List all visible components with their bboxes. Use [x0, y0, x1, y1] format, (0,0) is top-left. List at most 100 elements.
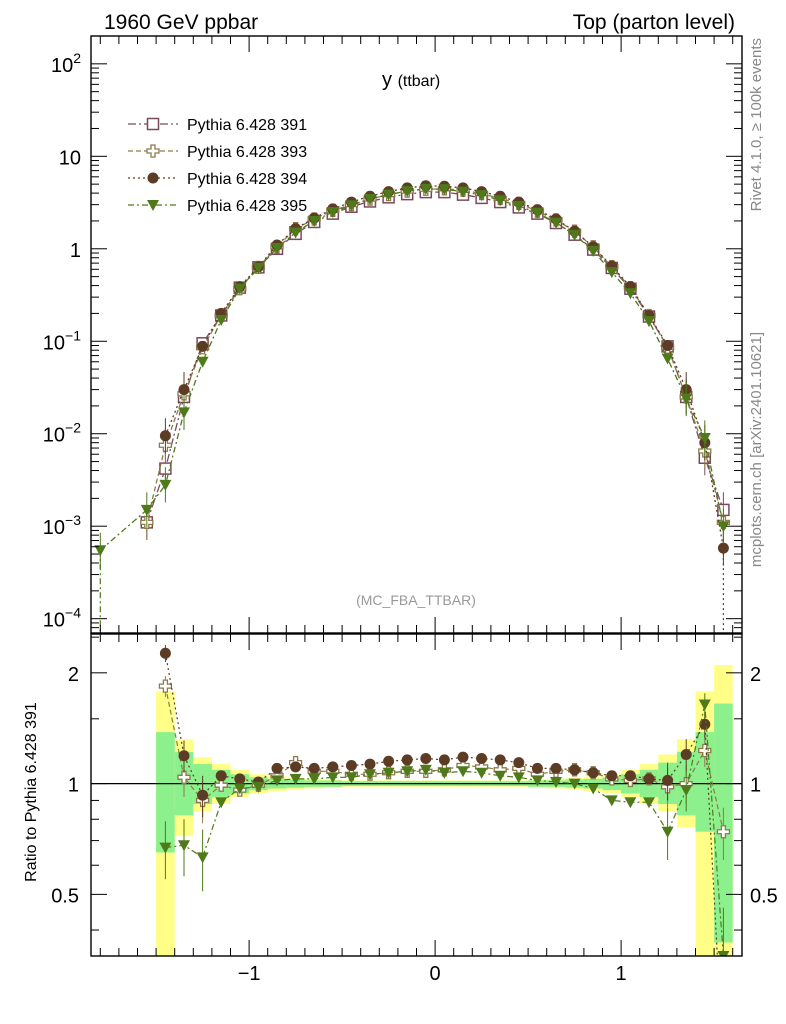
filled-circle-marker — [699, 718, 711, 730]
y-tick-label: 10−4 — [43, 605, 81, 632]
triangle-marker — [512, 772, 525, 784]
y-tick-label: 1 — [70, 240, 81, 262]
x-tick-label: 1 — [616, 963, 627, 985]
filled-circle-marker — [178, 750, 190, 762]
triangle-marker — [494, 195, 507, 207]
triangle-marker — [624, 797, 637, 809]
triangle-marker — [178, 407, 190, 419]
triangle-marker — [587, 245, 600, 257]
filled-circle-marker — [457, 751, 469, 763]
filled-circle-marker — [401, 754, 413, 766]
filled-circle-marker — [680, 748, 692, 760]
filled-circle-marker — [550, 762, 562, 774]
legend-label: Pythia 6.428 394 — [187, 171, 307, 188]
triangle-marker — [643, 316, 655, 328]
legend-item: Pythia 6.428 395 — [128, 198, 307, 215]
filled-circle-marker — [159, 647, 171, 659]
filled-circle-marker — [290, 761, 302, 773]
triangle-marker — [364, 769, 376, 781]
triangle-marker — [680, 393, 693, 405]
filled-circle-marker — [624, 770, 636, 782]
triangle-marker — [401, 766, 414, 778]
open-cross-marker — [698, 743, 712, 758]
triangle-marker — [215, 797, 228, 809]
triangle-marker — [643, 797, 655, 809]
filled-circle-marker — [569, 764, 581, 776]
ratio-y-tick-label: 0.5 — [51, 885, 79, 907]
triangle-marker — [531, 207, 544, 219]
triangle-marker — [438, 184, 451, 196]
triangle-marker — [661, 353, 674, 365]
open-cross-marker — [716, 825, 731, 839]
triangle-marker — [252, 262, 265, 274]
triangle-marker — [550, 777, 562, 789]
triangle-marker — [147, 200, 159, 211]
legend-label: Pythia 6.428 395 — [187, 198, 307, 215]
filled-circle-marker — [364, 758, 376, 770]
ratio-y-tick-label: 0.5 — [750, 885, 778, 907]
legend-item: Pythia 6.428 391 — [128, 117, 307, 134]
main-panel: 10−4 10−3 10−2 10−1 1 10 102 y (ttbar) (MC_FBA… — [43, 35, 743, 634]
y-tick-label: 102 — [51, 50, 81, 77]
open-square-marker — [146, 117, 160, 131]
triangle-marker — [308, 215, 321, 227]
triangle-marker — [494, 770, 507, 782]
triangle-marker — [233, 283, 246, 295]
filled-circle-marker — [587, 767, 599, 779]
triangle-marker — [289, 773, 302, 785]
legend-label: Pythia 6.428 393 — [187, 144, 307, 161]
filled-circle-marker — [197, 340, 209, 352]
ratio-y-tick-label: 2 — [68, 664, 79, 686]
triangle-marker — [215, 314, 228, 326]
filled-circle-marker — [327, 761, 339, 773]
header-left-label: 1960 GeV ppbar — [104, 11, 258, 34]
triangle-marker — [196, 852, 209, 864]
triangle-marker — [419, 764, 432, 776]
triangle-marker — [159, 479, 172, 491]
ratio-series-3 — [159, 645, 718, 956]
triangle-marker — [568, 229, 581, 241]
ratio-ylabel: Ratio to Pythia 6.428 391 — [23, 702, 40, 882]
triangle-marker — [698, 432, 711, 444]
triangle-marker — [364, 194, 376, 206]
triangle-marker — [661, 826, 674, 838]
ratio-panel: 0.5 0.5 1 1 2 2 −1 0 1 Ratio to Pythia 6.428 391 — [23, 633, 778, 985]
filled-circle-marker — [197, 789, 209, 801]
ratio-series-4 — [159, 693, 730, 956]
triangle-marker — [271, 242, 283, 254]
triangle-marker — [605, 795, 618, 807]
filled-circle-marker — [159, 430, 171, 442]
legend-item: Pythia 6.428 393 — [128, 144, 307, 161]
triangle-marker — [680, 785, 693, 797]
plot-title-main: y — [382, 69, 392, 91]
y-tick-label: 10−1 — [43, 327, 81, 354]
triangle-marker — [401, 186, 414, 198]
triangle-marker — [698, 699, 711, 711]
legend-label: Pythia 6.428 391 — [187, 117, 307, 134]
watermark: (MC_FBA_TTBAR) — [356, 592, 476, 608]
x-tick-label: −1 — [238, 963, 261, 985]
y-tick-label: 10−2 — [43, 420, 81, 447]
filled-circle-marker — [643, 773, 655, 785]
filled-circle-marker — [308, 762, 320, 774]
triangle-marker — [550, 217, 562, 229]
triangle-marker — [345, 772, 358, 784]
legend-item: Pythia 6.428 394 — [128, 171, 307, 188]
filled-circle-marker — [234, 773, 246, 785]
series-4 — [94, 183, 730, 568]
filled-circle-marker — [662, 774, 674, 786]
filled-circle-marker — [476, 753, 488, 765]
triangle-marker — [140, 504, 153, 516]
series-2 — [140, 182, 731, 540]
filled-circle-marker — [383, 755, 395, 767]
y-tick-label: 10 — [59, 147, 81, 169]
triangle-marker — [717, 951, 730, 956]
open-cross-marker — [177, 770, 191, 784]
triangle-marker — [587, 783, 600, 795]
filled-circle-marker — [271, 762, 283, 774]
triangle-marker — [624, 288, 637, 300]
triangle-marker — [475, 767, 488, 779]
triangle-marker — [419, 183, 432, 195]
series-3 — [159, 180, 729, 566]
